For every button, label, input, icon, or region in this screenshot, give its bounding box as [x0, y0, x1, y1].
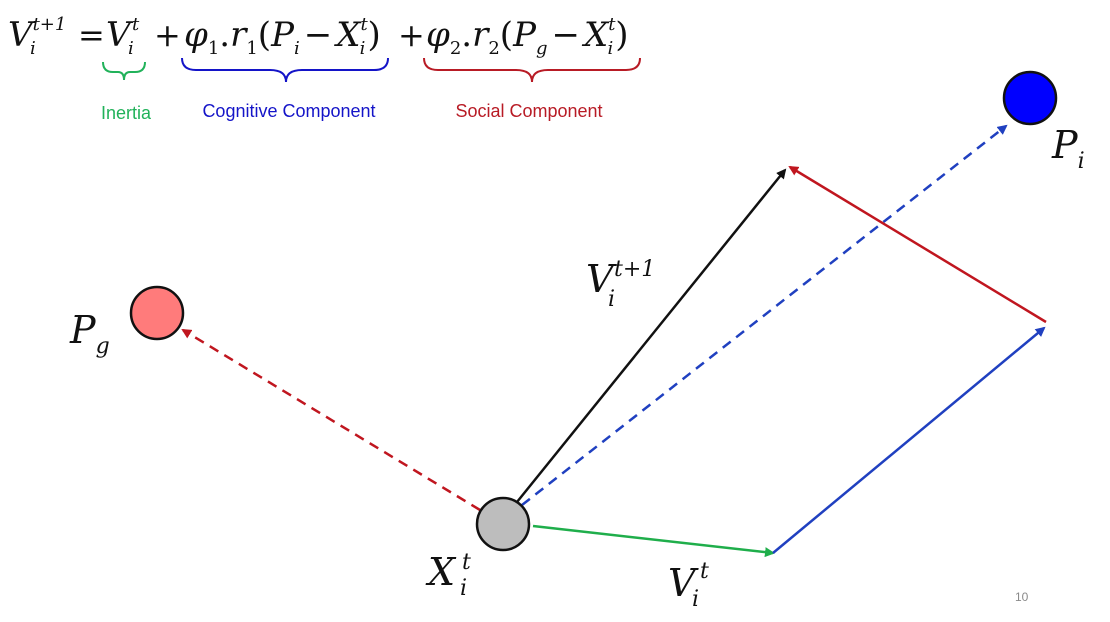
- cognitive-brace: [181, 57, 389, 83]
- social-caption: Social Component: [455, 101, 602, 121]
- cognitive-component-arrow: [772, 326, 1046, 554]
- social-term: φ2.r2(Pg − Xt i): [426, 14, 628, 59]
- social-brace: [423, 57, 641, 83]
- new-velocity-arrow: [516, 168, 787, 503]
- social-direction-dashed-arrow: [181, 328, 481, 512]
- slide-number: 10: [1015, 590, 1029, 604]
- equals-sign: =: [78, 16, 105, 54]
- plus-sign: +: [154, 16, 181, 54]
- cognitive-term: φ1.r1(Pi − Xt i): [184, 14, 381, 59]
- inertia-velocity-arrow: [532, 524, 775, 558]
- personal-best-label: Pi: [1051, 123, 1085, 174]
- velocity-update-equation: Vt+1 i = Vt i + φ1.r1(Pi − Xt i) + φ2.r2(Pg − X…: [8, 14, 628, 59]
- inertia-caption: Inertia: [101, 103, 152, 123]
- global-best-label: Pg: [69, 308, 110, 359]
- equation-lhs: Vt+1 i: [8, 14, 66, 59]
- cognitive-caption: Cognitive Component: [202, 101, 375, 121]
- new-velocity-label: Vt+1 i: [586, 257, 655, 312]
- inertia-brace: [102, 61, 146, 81]
- global-best-node: [129, 285, 185, 341]
- inertia-term: Vt i: [106, 14, 140, 59]
- social-component-arrow: [788, 165, 1047, 324]
- particle-node: [475, 496, 531, 552]
- personal-best-node: [1002, 70, 1058, 126]
- cognitive-direction-dashed-arrow: [521, 124, 1008, 506]
- plus-sign: +: [398, 16, 425, 54]
